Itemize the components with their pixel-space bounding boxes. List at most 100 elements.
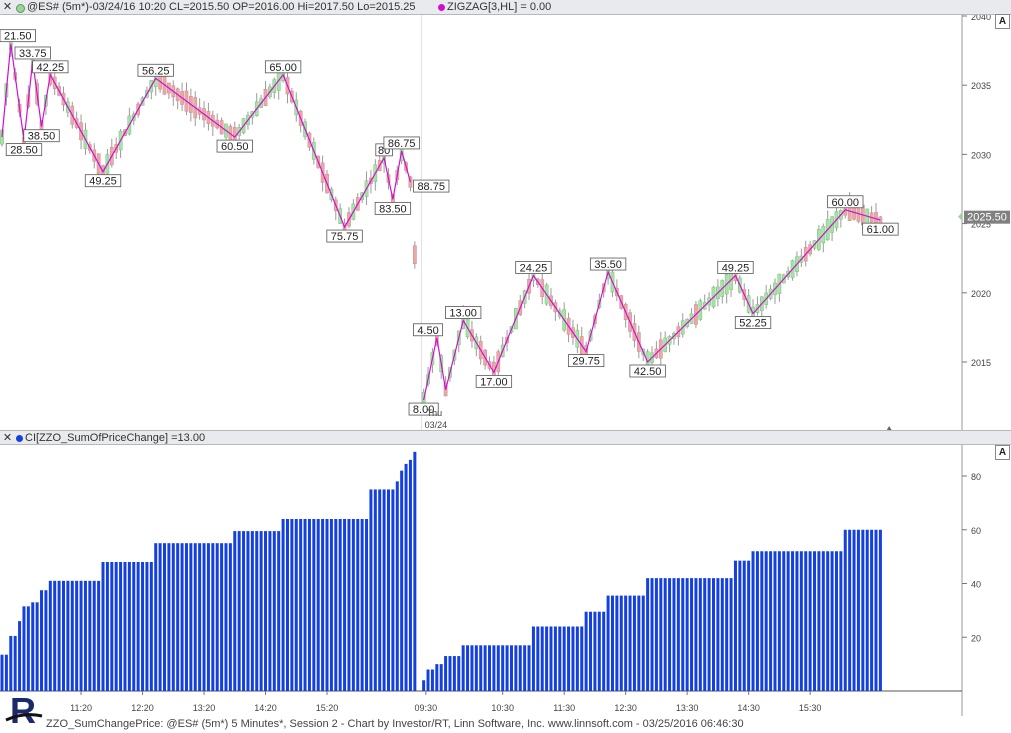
indicator-bar [268, 531, 272, 691]
indicator-bar [303, 519, 307, 691]
indicator-bar [698, 578, 702, 691]
indicator-tick-label: 80 [971, 472, 981, 482]
close-price-pane-icon[interactable]: ✕ [2, 1, 13, 13]
indicator-bar [228, 543, 232, 691]
indicator-pane-header: ✕ CI[ZZO_SumOfPriceChange] =13.00 [0, 430, 1011, 445]
zigzag-point-label-box [589, 257, 627, 271]
indicator-bar [66, 580, 70, 691]
indicator-bar [4, 654, 8, 691]
indicator-bar [365, 519, 369, 691]
indicator-bar [448, 656, 452, 691]
indicator-bar [0, 654, 4, 691]
zigzag-point-label-box [827, 195, 864, 209]
indicator-bar [413, 451, 417, 691]
zigzag-line-1 [1, 43, 412, 229]
indicator-bar [501, 645, 505, 691]
zigzag-point-label: 60.00 [831, 197, 859, 209]
indicator-bar [593, 611, 597, 691]
price-pane-header: ✕ @ES# (5m*)-03/24/16 10:20 CL=2015.50 O… [0, 0, 1011, 15]
indicator-bar [307, 519, 311, 691]
zigzag-point-label: 13.00 [449, 307, 477, 319]
indicator-bar [747, 560, 751, 691]
price-series-dot-icon [16, 4, 25, 13]
zigzag-point-label-box [515, 261, 552, 274]
indicator-bar [716, 578, 720, 691]
indicator-bar [334, 519, 338, 691]
zigzag-point-label-box [23, 129, 60, 143]
indicator-bar [198, 543, 202, 691]
indicator-bar [479, 645, 483, 691]
indicator-bar [105, 562, 109, 691]
zigzag-point-label: 61.00 [867, 224, 895, 236]
indicator-bar [430, 669, 434, 691]
indicator-bar [26, 606, 30, 691]
zigzag-point-label-box [0, 29, 36, 43]
indicator-bar [281, 519, 285, 691]
indicator-bar [545, 626, 549, 691]
indicator-bar [461, 645, 465, 691]
indicator-bar [435, 664, 439, 691]
indicator-bar [523, 645, 527, 691]
indicator-bar [769, 551, 773, 691]
indicator-bar [751, 551, 755, 691]
indicator-bar [694, 578, 698, 691]
indicator-bar [575, 626, 579, 691]
indicator-bar [843, 529, 847, 691]
indicator-dot-icon [16, 435, 23, 442]
indicator-bar [180, 543, 184, 691]
indicator-bar [641, 595, 645, 691]
indicator-bar [685, 578, 689, 691]
indicator-bar [386, 489, 390, 691]
indicator-bar [18, 621, 22, 691]
indicator-bar [97, 580, 101, 691]
indicator-bar [127, 562, 131, 691]
close-indicator-pane-icon[interactable]: ✕ [2, 432, 13, 444]
indicator-bar [92, 580, 96, 691]
indicator-bar [488, 645, 492, 691]
zigzag-point-label: 17.00 [480, 376, 508, 388]
indicator-bar [496, 645, 500, 691]
indicator-bar [839, 551, 843, 691]
indicator-bar [176, 543, 180, 691]
indicator-bar [61, 580, 65, 691]
candle-body [0, 129, 4, 145]
indicator-bar [733, 560, 737, 691]
indicator-bar [31, 602, 35, 691]
indicator-bar [351, 519, 355, 691]
indicator-bar [250, 531, 254, 691]
indicator-bar [136, 562, 140, 691]
indicator-autoscale-button[interactable]: A [995, 445, 1010, 460]
svg-text:R: R [10, 690, 36, 731]
zigzag-point-label-box [32, 60, 69, 74]
indicator-bar [202, 543, 206, 691]
indicator-bar [826, 551, 830, 691]
indicator-bar [53, 580, 57, 691]
indicator-bar [558, 626, 562, 691]
time-tick-label: 12:20 [131, 703, 154, 713]
zigzag-point-label-box [264, 60, 302, 74]
indicator-bar [360, 519, 364, 691]
last-price-label: 2025.50 [967, 212, 1007, 224]
time-tick-label: 15:20 [316, 703, 339, 713]
indicator-bar [189, 543, 193, 691]
indicator-bar [589, 611, 593, 691]
indicator-bar [584, 611, 588, 691]
zigzag-point-label: 42.25 [37, 62, 65, 74]
indicator-bar [663, 578, 667, 691]
zigzag-point-label-box [326, 229, 363, 243]
indicator-bar [141, 562, 145, 691]
last-price-box [964, 210, 1010, 224]
indicator-bar [786, 551, 790, 691]
indicator-tick-label: 40 [971, 580, 981, 590]
price-autoscale-button[interactable]: A [995, 14, 1010, 29]
indicator-bar [294, 519, 298, 691]
zigzag-point-label-box [862, 222, 899, 236]
indicator-bar [813, 551, 817, 691]
indicator-bar [509, 645, 513, 691]
indicator-bar [870, 529, 874, 691]
zigzag-point-label: 21.50 [4, 31, 32, 43]
last-price-arrow-icon [958, 212, 962, 221]
indicator-bar [738, 560, 742, 691]
time-tick-label: 14:30 [737, 703, 760, 713]
indicator-bar [233, 531, 237, 691]
